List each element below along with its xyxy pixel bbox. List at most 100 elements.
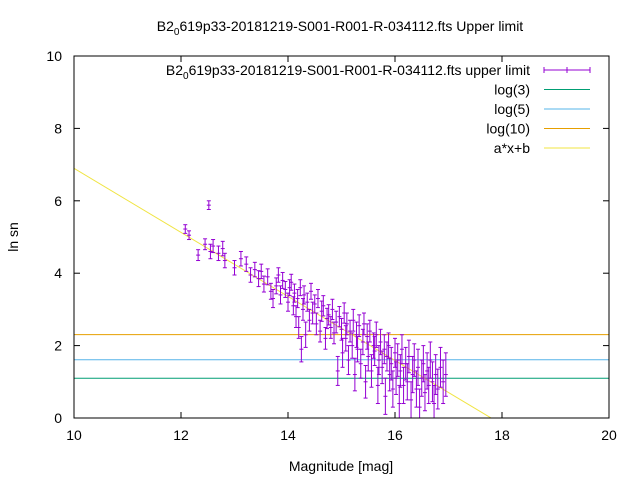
data-point bbox=[426, 366, 431, 405]
data-point bbox=[305, 292, 310, 312]
data-point bbox=[220, 240, 225, 257]
data-point bbox=[337, 306, 342, 328]
data-point bbox=[291, 296, 296, 316]
data-point bbox=[360, 328, 365, 356]
axis-ticks: 10 12 14 16 18 20 0 2 4 6 8 10 bbox=[46, 48, 617, 443]
data-point bbox=[312, 294, 317, 314]
data-point bbox=[351, 308, 356, 332]
y-axis-label: ln sn bbox=[5, 222, 21, 252]
data-point bbox=[261, 275, 266, 293]
data-point bbox=[330, 298, 335, 321]
data-point bbox=[323, 327, 328, 350]
data-point bbox=[206, 200, 211, 210]
data-point bbox=[416, 348, 421, 386]
data-point bbox=[422, 374, 427, 412]
data-point bbox=[428, 341, 433, 379]
data-point bbox=[196, 249, 201, 262]
x-tick-label: 20 bbox=[601, 427, 617, 443]
data-point bbox=[398, 354, 403, 388]
data-point bbox=[357, 314, 362, 338]
data-point bbox=[350, 332, 355, 359]
data-point bbox=[315, 288, 320, 309]
data-point bbox=[383, 377, 388, 415]
x-axis-label: Magnitude [mag] bbox=[289, 458, 393, 474]
chart-title: B20619p33-20181219-S001-R001-R-034112.ft… bbox=[157, 18, 524, 38]
data-point bbox=[346, 345, 351, 376]
y-tick-label: 0 bbox=[54, 410, 62, 426]
legend-item: B20619p33-20181219-S001-R001-R-034112.ft… bbox=[166, 62, 591, 82]
x-tick-label: 10 bbox=[66, 427, 82, 443]
plot-area bbox=[74, 167, 609, 418]
y-tick-label: 2 bbox=[54, 338, 62, 354]
data-point bbox=[222, 252, 227, 269]
data-point bbox=[318, 319, 323, 343]
data-point bbox=[244, 256, 249, 272]
data-point bbox=[259, 263, 264, 280]
data-point bbox=[252, 261, 257, 278]
data-point bbox=[435, 368, 440, 410]
data-point bbox=[309, 282, 314, 300]
data-point bbox=[256, 270, 261, 288]
data-point bbox=[340, 337, 345, 368]
data-point bbox=[271, 288, 276, 309]
data-point bbox=[296, 316, 301, 339]
data-point bbox=[265, 268, 270, 286]
legend-label: B20619p33-20181219-S001-R001-R-034112.ft… bbox=[166, 62, 530, 82]
plot-frame bbox=[73, 55, 610, 419]
data-point bbox=[443, 352, 448, 397]
legend-item: log(3) bbox=[494, 82, 590, 98]
x-tick-label: 12 bbox=[173, 427, 189, 443]
data-point bbox=[326, 304, 331, 326]
data-point bbox=[289, 273, 294, 291]
data-point bbox=[268, 282, 273, 300]
data-point bbox=[211, 239, 216, 254]
data-points bbox=[183, 200, 448, 418]
data-point bbox=[395, 343, 400, 377]
data-point bbox=[303, 321, 308, 348]
data-point bbox=[397, 384, 402, 418]
data-point bbox=[203, 238, 208, 251]
data-point bbox=[278, 285, 283, 305]
data-point bbox=[363, 365, 368, 399]
data-point bbox=[382, 334, 387, 365]
data-point bbox=[438, 346, 443, 388]
data-point bbox=[335, 355, 340, 386]
data-point bbox=[412, 343, 417, 377]
data-point bbox=[334, 310, 339, 334]
data-point bbox=[183, 224, 188, 234]
data-point bbox=[319, 300, 324, 322]
legend-label: a*x+b bbox=[494, 140, 530, 156]
data-point bbox=[378, 328, 383, 356]
y-tick-label: 6 bbox=[54, 193, 62, 209]
data-point bbox=[307, 308, 312, 332]
data-point bbox=[295, 288, 300, 309]
legend-label: log(10) bbox=[486, 121, 530, 137]
data-point bbox=[433, 354, 438, 395]
data-point bbox=[300, 298, 305, 321]
data-point bbox=[283, 281, 288, 298]
data-point bbox=[332, 321, 337, 345]
data-point bbox=[314, 312, 319, 336]
data-point bbox=[280, 271, 285, 289]
data-point bbox=[399, 334, 404, 365]
data-point bbox=[276, 267, 281, 283]
data-point bbox=[401, 366, 406, 405]
legend-label: log(3) bbox=[494, 82, 530, 98]
data-point bbox=[302, 285, 307, 305]
data-point bbox=[367, 319, 372, 343]
data-point bbox=[321, 295, 326, 317]
legend-item: log(10) bbox=[486, 121, 590, 137]
data-point bbox=[406, 339, 411, 374]
data-point bbox=[299, 336, 304, 363]
legend: B20619p33-20181219-S001-R001-R-034112.ft… bbox=[166, 62, 591, 156]
data-point bbox=[441, 359, 446, 405]
y-tick-label: 8 bbox=[54, 120, 62, 136]
legend-item: a*x+b bbox=[494, 140, 590, 156]
data-point bbox=[232, 260, 237, 276]
x-tick-label: 16 bbox=[387, 427, 403, 443]
data-point bbox=[358, 348, 363, 379]
data-point bbox=[274, 277, 279, 295]
data-point bbox=[208, 243, 213, 260]
data-point bbox=[216, 245, 221, 262]
